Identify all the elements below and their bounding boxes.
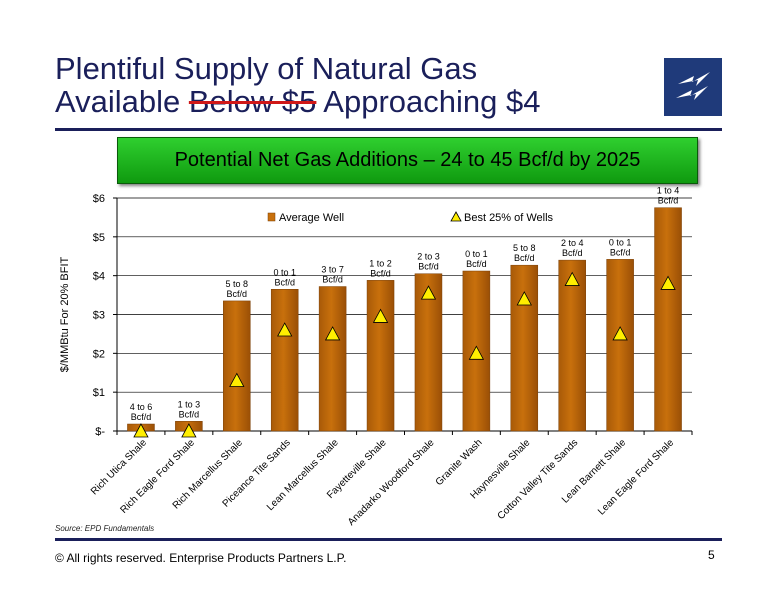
bar-data-label: Bcf/d (370, 268, 391, 278)
page-number: 5 (708, 548, 715, 562)
title-line-2-prefix: Available (55, 84, 189, 119)
footer-divider (55, 538, 722, 541)
marker-best-25 (133, 423, 149, 438)
title-line-2-suffix: Approaching $4 (316, 84, 541, 119)
bar-data-label: 1 to 4 (657, 186, 680, 196)
marker-best-25 (324, 326, 341, 341)
bar-data-label: Bcf/d (131, 412, 152, 422)
y-tick-label: $1 (93, 387, 105, 399)
bar-data-label: 2 to 4 (561, 238, 584, 248)
marker-best-25 (612, 326, 628, 341)
y-tick-label: $4 (93, 271, 105, 283)
bar-data-label: Bcf/d (322, 275, 343, 285)
legend-swatch-best (450, 211, 462, 222)
x-category-label: Anadarko Woodford Shale (346, 437, 437, 528)
bar-data-label: Bcf/d (658, 196, 679, 206)
bar-data-label: 0 to 1 (273, 267, 296, 277)
bar-data-label: 5 to 8 (226, 279, 249, 289)
marker-best-25 (468, 345, 485, 360)
bar-data-label: 5 to 8 (513, 243, 536, 253)
bar-data-label: 1 to 3 (178, 399, 201, 409)
bar-data-label: 2 to 3 (417, 252, 440, 262)
x-category-label: Granite Wash (434, 437, 485, 488)
title-line-1: Plentiful Supply of Natural Gas (55, 51, 478, 86)
bar-data-label: 3 to 7 (321, 265, 344, 275)
x-category-label: Cotton Valley Tite Sands (496, 437, 581, 522)
title-struck-text: Below $5 (188, 84, 317, 119)
y-tick-label: $5 (93, 232, 105, 244)
bar-data-label: Bcf/d (274, 277, 295, 287)
bar-data-label: 0 to 1 (465, 249, 488, 259)
bar-average-well (558, 259, 586, 432)
marker-best-25 (660, 275, 676, 290)
title-line-2: Available Below $5 Approaching $4 (55, 85, 645, 118)
bar-data-label: Bcf/d (610, 247, 631, 257)
marker-best-25 (516, 291, 532, 306)
y-tick-label: $- (95, 426, 105, 438)
bar-data-label: Bcf/d (514, 253, 535, 263)
bar-data-label: Bcf/d (227, 289, 248, 299)
y-tick-label: $6 (93, 193, 105, 205)
marker-best-25 (564, 271, 580, 286)
y-axis-label: $/MMBtu For 20% BFIT (59, 256, 71, 372)
legend-label-average: Average Well (279, 212, 344, 224)
bar-average-well (414, 273, 443, 432)
legend-swatch-average (267, 212, 276, 222)
bar-data-label: Bcf/d (179, 409, 200, 419)
marker-best-25 (420, 285, 437, 300)
company-logo (664, 58, 722, 116)
headline-banner: Potential Net Gas Additions – 24 to 45 B… (117, 137, 698, 184)
marker-best-25 (181, 423, 197, 438)
bar-average-well (654, 207, 682, 432)
bar-data-label: 0 to 1 (609, 237, 632, 247)
bar-average-well (318, 286, 347, 432)
bar-data-label: 1 to 2 (369, 258, 392, 268)
bar-data-label: Bcf/d (562, 248, 583, 258)
slide-title: Plentiful Supply of Natural Gas Availabl… (55, 52, 645, 118)
bar-average-well (606, 259, 634, 432)
bar-average-well (510, 264, 539, 432)
y-tick-label: $2 (93, 348, 105, 360)
bar-average-well (366, 280, 395, 432)
bar-data-label: 4 to 6 (130, 402, 153, 412)
legend-label-best: Best 25% of Wells (464, 212, 554, 224)
copyright-text: © All rights reserved. Enterprise Produc… (55, 551, 347, 565)
bar-average-well (223, 300, 251, 432)
marker-best-25 (372, 308, 389, 323)
bar-data-label: Bcf/d (466, 259, 487, 269)
marker-best-25 (229, 372, 245, 387)
source-note: Source: EPD Fundamentals (55, 524, 155, 533)
title-divider (55, 128, 722, 131)
y-tick-label: $3 (93, 310, 105, 322)
bar-average-well (270, 289, 299, 432)
bar-data-label: Bcf/d (418, 262, 439, 272)
marker-best-25 (277, 322, 293, 337)
